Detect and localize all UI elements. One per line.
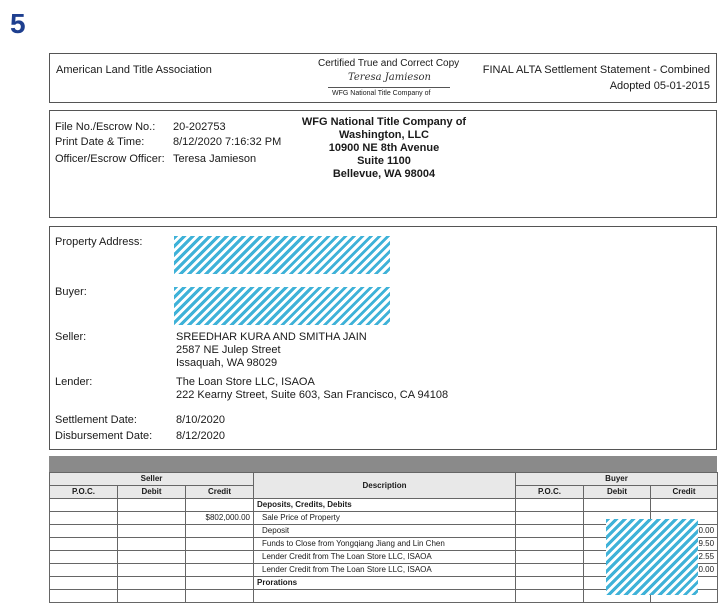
seller-label: Seller: (55, 331, 87, 343)
seller-line3: Issaquah, WA 98029 (176, 357, 278, 369)
description-header: Description (253, 472, 517, 499)
seller-credit-cell: $802,000.00 (184, 511, 255, 525)
buyer-label: Buyer: (55, 286, 87, 298)
seller-credit-cell (184, 498, 255, 512)
adopted-date: Adopted 05-01-2015 (609, 80, 710, 92)
property-address-label: Property Address: (55, 236, 143, 248)
buyer-header: Buyer (515, 472, 719, 486)
signature-line (328, 87, 450, 88)
description-cell: Funds to Close from Yongqiang Jiang and … (253, 537, 517, 551)
title-company-line4: Suite 1100 (357, 155, 411, 167)
description-cell: Deposits, Credits, Debits (253, 498, 517, 512)
description-cell: Prorations (253, 576, 517, 590)
lender-label: Lender: (55, 376, 93, 388)
header-box: American Land Title Association Certifie… (49, 53, 717, 103)
certified-copy-title: Certified True and Correct Copy (318, 58, 460, 69)
title-company-line2: Washington, LLC (338, 129, 430, 141)
seller-poc-header: P.O.C. (49, 485, 118, 499)
buyer-credit-header: Credit (650, 485, 719, 499)
disbursement-date-value: 8/12/2020 (176, 430, 225, 442)
print-date-value: 8/12/2020 7:16:32 PM (173, 136, 282, 148)
officer-label: Officer/Escrow Officer: (55, 153, 165, 165)
table-group-header: Seller Description Buyer (48, 472, 719, 499)
table-row: Deposits, Credits, Debits (49, 498, 719, 512)
certified-company: WFG National Title Company of (332, 90, 431, 97)
seller-line2: 2587 NE Julep Street (176, 344, 281, 356)
table-title-bar (49, 456, 717, 472)
title-company-line1: WFG National Title Company of (301, 116, 467, 128)
buyer-redaction (174, 287, 390, 325)
file-info-box: File No./Escrow No.: 20-202753 Print Dat… (49, 110, 717, 218)
seller-debit-header: Debit (117, 485, 186, 499)
settlement-date-label: Settlement Date: (55, 414, 137, 426)
lender-line2: 222 Kearny Street, Suite 603, San Franci… (176, 389, 449, 401)
parties-box: Property Address: Buyer: Seller: SREEDHA… (49, 226, 717, 450)
seller-credit-header: Credit (184, 485, 255, 499)
settlement-date-value: 8/10/2020 (176, 414, 225, 426)
disbursement-date-label: Disbursement Date: (55, 430, 153, 442)
property-address-redaction (174, 236, 390, 274)
seller-credit-cell (184, 563, 255, 577)
seller-line1: SREEDHAR KURA AND SMITHA JAIN (176, 331, 367, 343)
table-column-header: P.O.C. Debit Credit P.O.C. Debit Credit (49, 485, 719, 499)
file-no-label: File No./Escrow No.: (55, 121, 156, 133)
description-cell: Deposit (253, 524, 517, 538)
seller-header: Seller (48, 472, 255, 486)
seller-credit-cell (184, 524, 255, 538)
seller-credit-cell (184, 550, 255, 564)
description-cell: Lender Credit from The Loan Store LLC, I… (253, 563, 517, 577)
buyer-amounts-redaction (606, 519, 698, 595)
seller-credit-cell (184, 537, 255, 551)
org-name: American Land Title Association (56, 64, 212, 76)
print-date-label: Print Date & Time: (55, 136, 145, 148)
buyer-poc-header: P.O.C. (515, 485, 585, 499)
title-company-line3: 10900 NE 8th Avenue (328, 142, 440, 154)
description-cell: Lender Credit from The Loan Store LLC, I… (253, 550, 517, 564)
file-no-value: 20-202753 (173, 121, 226, 133)
buyer-debit-header: Debit (583, 485, 652, 499)
seller-credit-cell (184, 576, 255, 590)
statement-title: FINAL ALTA Settlement Statement - Combin… (482, 64, 710, 76)
title-company-line5: Bellevue, WA 98004 (332, 168, 436, 180)
title-company-address: WFG National Title Company of Washington… (286, 116, 482, 181)
certified-signature: Teresa Jamieson (348, 72, 431, 83)
officer-value: Teresa Jamieson (173, 153, 257, 165)
description-cell: Sale Price of Property (253, 511, 517, 525)
lender-line1: The Loan Store LLC, ISAOA (176, 376, 315, 388)
buyer-credit-cell (650, 498, 719, 512)
page-number: 5 (10, 8, 26, 39)
